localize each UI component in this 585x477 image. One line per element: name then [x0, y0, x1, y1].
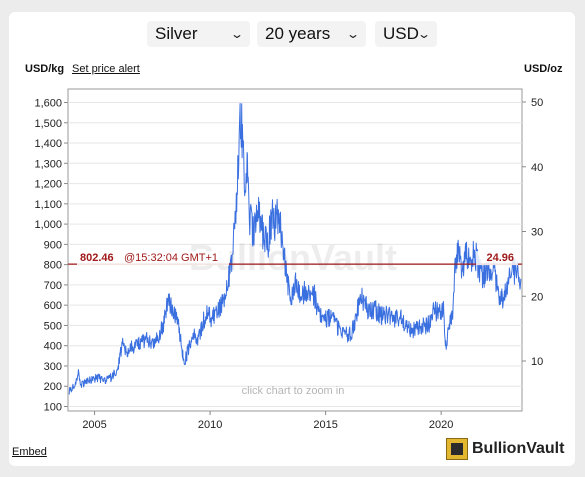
right-tick-label: 10	[531, 356, 543, 368]
current-price-time: @15:32:04 GMT+1	[124, 252, 218, 264]
x-axis-ticks: 2005 2010 2015 2020	[82, 411, 453, 431]
right-tick-label: 20	[531, 291, 543, 303]
left-tick-label: 1,200	[34, 179, 62, 191]
period-select-value: 20 years	[265, 24, 331, 43]
left-tick-label: 1,100	[34, 199, 62, 211]
left-tick-label: 1,000	[34, 219, 62, 231]
zoom-hint: click chart to zoom in	[242, 385, 345, 397]
x-tick-label: 2015	[313, 419, 337, 431]
left-tick-label: 700	[44, 280, 62, 292]
brand-name: BullionVault	[472, 440, 565, 457]
currency-select[interactable]: USD ⌄	[375, 21, 437, 47]
left-tick-label: 500	[44, 320, 62, 332]
left-tick-label: 900	[44, 239, 62, 251]
chevron-down-icon: ⌄	[416, 27, 432, 41]
left-tick-label: 800	[44, 260, 62, 272]
left-tick-label: 1,500	[34, 118, 62, 130]
right-tick-label: 50	[531, 97, 543, 109]
left-tick-label: 300	[44, 361, 62, 373]
chevron-down-icon: ⌄	[345, 27, 361, 41]
left-tick-label: 400	[44, 341, 62, 353]
left-tick-label: 1,300	[34, 158, 62, 170]
right-unit-label: USD/oz	[524, 63, 563, 75]
right-tick-label: 30	[531, 227, 543, 239]
current-price-oz: 24.96	[486, 252, 514, 264]
right-axis-ticks: 50 40 30 20 10	[522, 97, 543, 368]
left-tick-label: 1,400	[34, 138, 62, 150]
embed-link[interactable]: Embed	[12, 446, 47, 458]
set-price-alert-link[interactable]: Set price alert	[72, 63, 140, 75]
left-unit-label: USD/kg	[25, 63, 65, 75]
metal-select-value: Silver	[155, 24, 198, 43]
chevron-down-icon: ⌄	[229, 27, 245, 41]
currency-select-value: USD	[383, 24, 419, 43]
current-price-label-bg	[77, 251, 229, 266]
current-price-oz-bg	[476, 251, 518, 266]
price-series	[68, 103, 522, 395]
x-tick-label: 2005	[82, 419, 106, 431]
bullionvault-logo-icon	[446, 438, 468, 460]
current-price-kg: 802.46	[80, 252, 114, 264]
metal-select[interactable]: Silver ⌄	[147, 21, 250, 47]
brand-logo[interactable]: BullionVault	[446, 438, 564, 460]
left-tick-label: 100	[44, 402, 62, 414]
x-tick-label: 2010	[198, 419, 222, 431]
x-tick-label: 2020	[429, 419, 453, 431]
left-axis-ticks: 1,600 1,500 1,400 1,300 1,200 1,100 1,000 900 80…	[34, 98, 68, 414]
left-tick-label: 1,600	[34, 98, 62, 110]
period-select[interactable]: 20 years ⌄	[257, 21, 366, 47]
left-tick-label: 200	[44, 381, 62, 393]
left-tick-label: 600	[44, 300, 62, 312]
price-series-line	[68, 103, 522, 395]
right-tick-label: 40	[531, 162, 543, 174]
